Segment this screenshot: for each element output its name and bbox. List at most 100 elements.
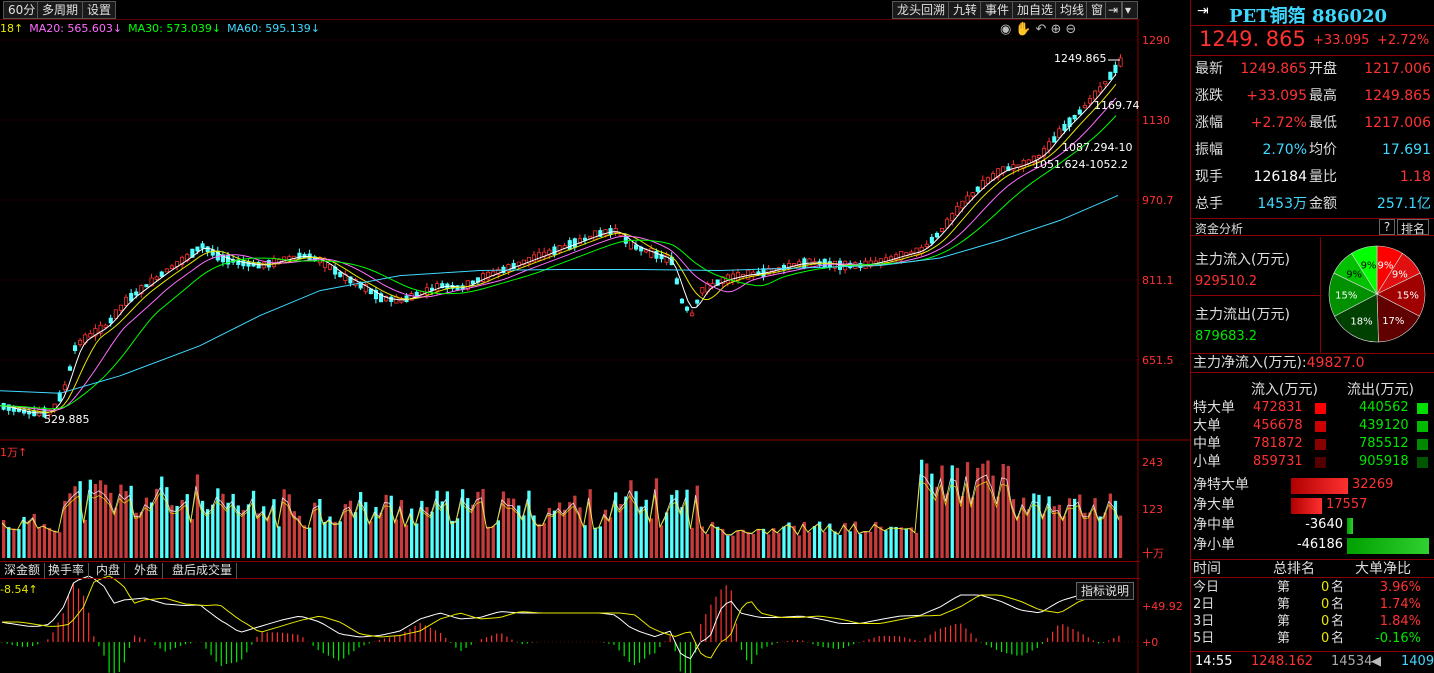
volume-bar <box>823 531 827 558</box>
volume-bar <box>874 522 878 558</box>
tab-after-hours-volume[interactable]: 盘后成交量 <box>168 563 238 579</box>
candle-body <box>593 230 598 241</box>
candle-body <box>583 237 588 241</box>
volume-bar <box>190 519 194 558</box>
quote-value: +33.095 <box>1246 88 1307 104</box>
volume-bar <box>343 504 347 558</box>
candle-body <box>970 192 975 197</box>
candle-body <box>338 271 343 278</box>
candle-body <box>496 268 501 275</box>
volume-bar <box>573 495 577 558</box>
flow-out-swatch <box>1417 421 1428 432</box>
candle-body <box>1047 141 1052 151</box>
back-arrow-icon[interactable]: ◀ <box>1371 654 1381 669</box>
candle-body <box>1113 64 1118 74</box>
volume-bar <box>639 506 643 558</box>
events-button[interactable]: 事件 <box>980 1 1015 19</box>
candle-body <box>6 404 11 411</box>
quote-value: 1217.006 <box>1364 61 1431 77</box>
tab-turnover[interactable]: 换手率 <box>44 563 90 579</box>
help-button[interactable]: ? <box>1379 219 1395 235</box>
kline-chart[interactable] <box>0 20 1190 673</box>
volume-bar <box>1011 499 1016 558</box>
tab-outer-volume[interactable]: 外盘 <box>130 563 164 579</box>
dropdown-arrow-icon[interactable]: ▾ <box>1122 1 1138 19</box>
rank-head-time: 时间 <box>1193 561 1221 577</box>
volume-bar <box>1016 515 1021 558</box>
volume-bar <box>517 505 521 558</box>
volume-bar <box>863 531 868 558</box>
current-price: 1249. 865 <box>1199 27 1306 51</box>
volume-bar <box>1022 497 1026 558</box>
zoom-in-icon[interactable]: ⊕ <box>1050 22 1066 37</box>
volume-bar <box>1118 515 1123 558</box>
zoom-out-icon[interactable]: ⊖ <box>1065 22 1081 37</box>
status-hand: 1409 <box>1401 654 1434 669</box>
volume-bar <box>63 500 67 558</box>
flow-label: 中单 <box>1193 436 1221 452</box>
quote-value: 2.70% <box>1262 142 1307 158</box>
hand-icon[interactable]: ✋ <box>1015 22 1036 37</box>
period-60min-button[interactable]: 60分 <box>3 1 41 19</box>
volume-bar <box>287 494 291 558</box>
chart-tool-icons: ◉✋↶⊕⊖ <box>1000 22 1080 37</box>
volume-bar <box>858 534 863 558</box>
quote-panel: ⇥ PET铜箔 886020 1249. 865 +33.095 +2.72% … <box>1190 0 1434 673</box>
candle-body <box>124 296 129 306</box>
multi-period-button[interactable]: 多周期 <box>37 1 84 19</box>
volume-bar <box>527 490 531 558</box>
leader-replay-button[interactable]: 龙头回溯 <box>892 1 951 19</box>
candle-body <box>960 200 965 209</box>
quote-label: 涨跌 <box>1195 88 1223 104</box>
volume-bar <box>654 478 659 558</box>
rank-number: 0 <box>1321 597 1330 612</box>
candle-body <box>511 263 516 270</box>
volume-bar <box>88 479 92 558</box>
stock-name: PET铜箔 886020 <box>1229 6 1388 27</box>
eye-icon[interactable]: ◉ <box>1000 22 1016 37</box>
flow-in-swatch <box>1315 439 1326 450</box>
candle-body <box>894 254 899 260</box>
volume-bar <box>965 462 970 558</box>
volume-bar <box>2 520 6 558</box>
candle-body <box>113 309 118 319</box>
pie-label: 17% <box>1382 316 1404 327</box>
ma60-line <box>0 194 1119 394</box>
candle-body <box>1052 136 1057 143</box>
chart-toolbar: 60分 多周期 设置 龙头回溯 九转 事件 加自选 均线 窗 ⇥ ▾ <box>0 0 1140 20</box>
volume-bar <box>415 523 419 558</box>
volume-bar <box>1027 509 1031 558</box>
moving-average-button[interactable]: 均线 <box>1055 1 1090 19</box>
flow-in-swatch <box>1315 457 1326 468</box>
volume-bar <box>909 527 914 558</box>
quote-value: 17.691 <box>1382 142 1431 158</box>
main-outflow-label: 主力流出(万元) <box>1195 307 1290 323</box>
volume-bar <box>884 530 888 558</box>
volume-bar <box>1037 494 1041 558</box>
tab-inner-volume[interactable]: 内盘 <box>92 563 126 579</box>
panel-toggle-icon[interactable]: ⇥ <box>1197 3 1209 19</box>
flow-out-value: 785512 <box>1359 436 1409 451</box>
tab-deep-amount[interactable]: 深金额 <box>0 563 46 579</box>
volume-bars <box>1 459 1123 558</box>
volume-bar <box>741 529 745 558</box>
volume-bar <box>1067 498 1072 558</box>
add-watchlist-button[interactable]: 加自选 <box>1012 1 1059 19</box>
volume-bar <box>267 516 271 558</box>
rank-button[interactable]: 排名 <box>1397 219 1430 236</box>
undo-icon[interactable]: ↶ <box>1035 22 1051 37</box>
fullscreen-icon[interactable]: ⇥ <box>1105 1 1122 19</box>
candle-body <box>195 246 200 252</box>
candle-body <box>542 251 547 258</box>
quote-row: 涨跌 +33.095 最高 1249.865 <box>1191 83 1434 110</box>
candle-body <box>190 248 195 258</box>
candle-body <box>537 252 542 261</box>
candle-body <box>598 230 603 237</box>
indicator-explain-button[interactable]: 指标说明 <box>1076 582 1135 600</box>
nine-turn-button[interactable]: 九转 <box>948 1 983 19</box>
settings-button[interactable]: 设置 <box>82 1 117 19</box>
volume-bar <box>955 467 959 558</box>
volume-bar <box>634 491 638 558</box>
quote-row: 最新 1249.865 开盘 1217.006 <box>1191 56 1434 83</box>
volume-bar <box>619 503 623 558</box>
